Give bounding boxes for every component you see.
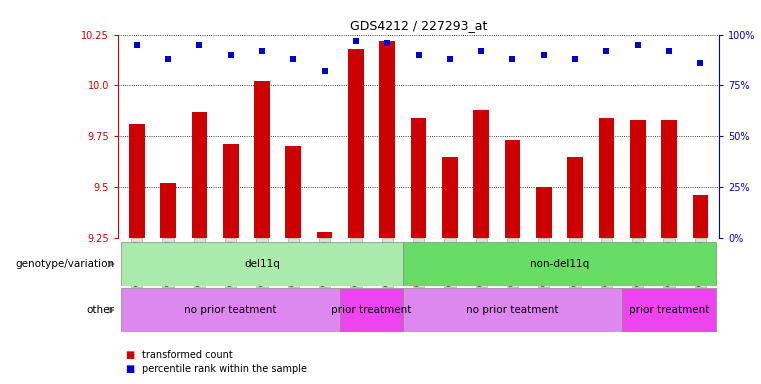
Text: no prior teatment: no prior teatment: [466, 305, 559, 315]
Bar: [348, 49, 364, 238]
Point: [381, 40, 393, 46]
Point: [162, 56, 174, 62]
Bar: [254, 81, 270, 238]
Bar: [661, 120, 677, 238]
Bar: [630, 120, 645, 238]
Bar: [121, 288, 340, 332]
Bar: [411, 118, 426, 238]
Bar: [473, 110, 489, 238]
Bar: [567, 157, 583, 238]
Bar: [317, 232, 333, 238]
Bar: [340, 288, 403, 332]
Text: ■: ■: [126, 350, 135, 360]
Point: [350, 38, 362, 44]
Point: [444, 56, 456, 62]
Bar: [505, 141, 521, 238]
Bar: [693, 195, 708, 238]
Text: del11q: del11q: [244, 259, 280, 269]
Bar: [223, 144, 238, 238]
Text: prior treatment: prior treatment: [629, 305, 709, 315]
Point: [506, 56, 518, 62]
Text: ■: ■: [126, 364, 135, 374]
Point: [538, 52, 550, 58]
Bar: [599, 118, 614, 238]
Point: [475, 48, 487, 54]
Bar: [442, 157, 457, 238]
Text: transformed count: transformed count: [142, 350, 233, 360]
Bar: [129, 124, 145, 238]
Point: [600, 48, 613, 54]
Bar: [380, 41, 395, 238]
Point: [287, 56, 299, 62]
Point: [632, 42, 644, 48]
Point: [694, 60, 706, 66]
Text: prior treatment: prior treatment: [331, 305, 412, 315]
Bar: [622, 288, 716, 332]
Bar: [192, 112, 207, 238]
Point: [256, 48, 268, 54]
Bar: [403, 242, 716, 286]
Point: [131, 42, 143, 48]
Text: percentile rank within the sample: percentile rank within the sample: [142, 364, 307, 374]
Bar: [161, 183, 176, 238]
Bar: [536, 187, 552, 238]
Bar: [121, 242, 403, 286]
Point: [412, 52, 425, 58]
Point: [224, 52, 237, 58]
Title: GDS4212 / 227293_at: GDS4212 / 227293_at: [350, 19, 487, 32]
Point: [663, 48, 675, 54]
Text: non-del11q: non-del11q: [530, 259, 589, 269]
Bar: [403, 288, 622, 332]
Point: [193, 42, 205, 48]
Point: [569, 56, 581, 62]
Bar: [285, 147, 301, 238]
Text: no prior teatment: no prior teatment: [184, 305, 277, 315]
Point: [319, 68, 331, 74]
Text: other: other: [86, 305, 114, 315]
Text: genotype/variation: genotype/variation: [15, 259, 114, 269]
